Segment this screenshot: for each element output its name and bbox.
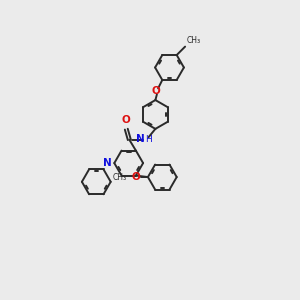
Text: O: O [122,115,130,125]
Text: N: N [103,158,112,168]
Text: CH₃: CH₃ [186,36,200,45]
Text: O: O [131,172,140,182]
Text: H: H [145,135,152,144]
Text: CH₃: CH₃ [112,172,126,182]
Text: N: N [136,134,145,144]
Text: O: O [152,86,160,96]
